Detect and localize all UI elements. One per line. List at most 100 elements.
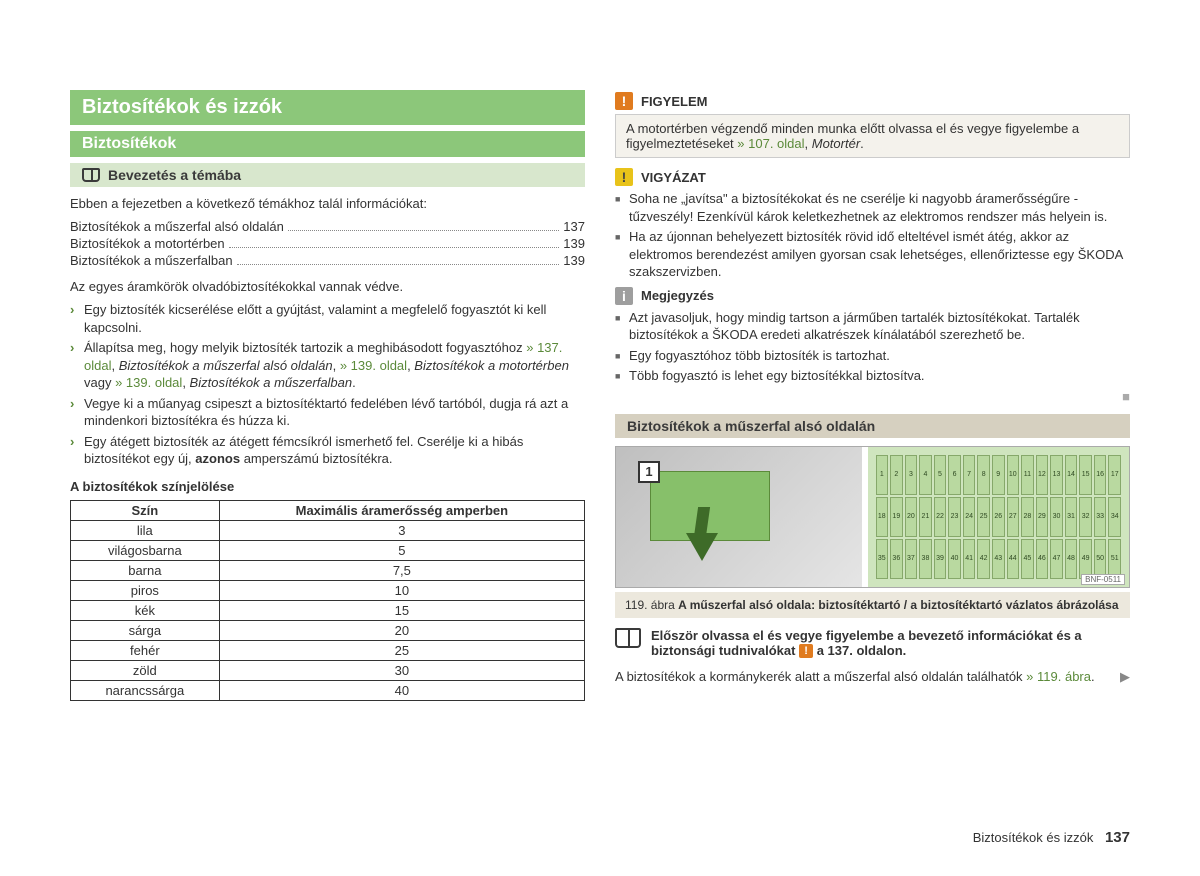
end-square-icon: ■ <box>1122 389 1130 404</box>
table-row: piros10 <box>71 580 585 600</box>
fuse-cell: 30 <box>1050 497 1063 537</box>
fuse-cell: 38 <box>919 539 932 579</box>
fuse-cell: 1 <box>876 455 889 495</box>
inline-warning-icon: ! <box>799 644 813 658</box>
fuse-cell: 12 <box>1036 455 1049 495</box>
figure-diagram-panel: 1234567891011121314151617181920212223242… <box>868 447 1130 587</box>
cell-amp: 40 <box>219 680 584 700</box>
fuse-number-grid: 1234567891011121314151617181920212223242… <box>876 455 1122 579</box>
fuse-cell: 4 <box>919 455 932 495</box>
table-row: zöld30 <box>71 660 585 680</box>
fuse-cell: 29 <box>1036 497 1049 537</box>
read-first-block: Először olvassa el és vegye figyelembe a… <box>615 628 1130 659</box>
fuse-cell: 8 <box>977 455 990 495</box>
fuse-cell: 36 <box>890 539 903 579</box>
fuse-cell: 45 <box>1021 539 1034 579</box>
chapter-title: Biztosítékok és izzók <box>70 90 585 125</box>
toc-list: Biztosítékok a műszerfal alsó oldalán137… <box>70 219 585 268</box>
fuse-cell: 40 <box>948 539 961 579</box>
cell-amp: 20 <box>219 620 584 640</box>
fuse-cell: 20 <box>905 497 918 537</box>
bottom-text: A biztosítékok a kormánykerék alatt a mű… <box>615 668 1130 686</box>
toc-label: Biztosítékok a műszerfalban <box>70 253 233 268</box>
fuse-cell: 37 <box>905 539 918 579</box>
fuse-cell: 42 <box>977 539 990 579</box>
cell-color: piros <box>71 580 220 600</box>
cell-color: zöld <box>71 660 220 680</box>
left-column: Biztosítékok és izzók Biztosítékok Bevez… <box>70 90 585 701</box>
cell-amp: 25 <box>219 640 584 660</box>
table-row: narancssárga40 <box>71 680 585 700</box>
book-icon <box>615 628 641 648</box>
fuse-cell: 49 <box>1079 539 1092 579</box>
cell-color: narancssárga <box>71 680 220 700</box>
caption-bold: A műszerfal alsó oldala: biztosítéktartó… <box>678 598 1118 612</box>
fuse-cell: 13 <box>1050 455 1063 495</box>
table-row: barna7,5 <box>71 560 585 580</box>
th-amp: Maximális áramerősség amperben <box>219 500 584 520</box>
fuse-cell: 21 <box>919 497 932 537</box>
fuse-color-table: Szín Maximális áramerősség amperben lila… <box>70 500 585 701</box>
color-table-title: A biztosítékok színjelölése <box>70 478 585 496</box>
cell-amp: 5 <box>219 540 584 560</box>
cell-amp: 7,5 <box>219 560 584 580</box>
warning-icon: ! <box>615 92 633 110</box>
fuse-cell: 7 <box>963 455 976 495</box>
fuse-cell: 3 <box>905 455 918 495</box>
warning-tail: . <box>860 136 864 151</box>
toc-dots <box>237 264 560 265</box>
page-footer: Biztosítékok és izzók 137 <box>973 829 1130 846</box>
intro-heading-text: Bevezetés a témába <box>108 167 241 183</box>
page-two-column: Biztosítékok és izzók Biztosítékok Bevez… <box>70 90 1130 701</box>
warning-header: ! FIGYELEM <box>615 92 1130 110</box>
list-item: Azt javasoljuk, hogy mindig tartson a já… <box>629 309 1130 344</box>
cell-color: lila <box>71 520 220 540</box>
bottom-link: » 119. ábra <box>1026 669 1091 684</box>
fuse-cell: 11 <box>1021 455 1034 495</box>
cell-amp: 15 <box>219 600 584 620</box>
warning-title: FIGYELEM <box>641 94 707 109</box>
note-icon: i <box>615 287 633 305</box>
continue-triangle-icon: ▶ <box>1120 668 1130 686</box>
bottom-tail: . <box>1091 669 1095 684</box>
fuse-holder-illustration <box>650 471 770 541</box>
fuse-cell: 47 <box>1050 539 1063 579</box>
fuse-cell: 9 <box>992 455 1005 495</box>
fuse-cell: 19 <box>890 497 903 537</box>
toc-dots <box>288 230 559 231</box>
bottom-text-pre: A biztosítékok a kormánykerék alatt a mű… <box>615 669 1026 684</box>
figure-119: 1 12345678910111213141516171819202122232… <box>615 446 1130 588</box>
note-title: Megjegyzés <box>641 288 714 303</box>
list-item: Ha az újonnan behelyezett biztosíték röv… <box>629 228 1130 281</box>
fuse-cell: 44 <box>1007 539 1020 579</box>
fuse-cell: 14 <box>1065 455 1078 495</box>
cell-color: sárga <box>71 620 220 640</box>
footer-section: Biztosítékok és izzók <box>973 830 1094 845</box>
fuse-cell: 27 <box>1007 497 1020 537</box>
figure-ref-tag: BNF-0511 <box>1081 574 1125 585</box>
th-color: Szín <box>71 500 220 520</box>
fuse-cell: 43 <box>992 539 1005 579</box>
instruction-bullets: Egy biztosíték kicserélése előtt a gyújt… <box>70 301 585 468</box>
fuse-cell: 2 <box>890 455 903 495</box>
book-icon <box>82 168 100 182</box>
fuse-cell: 31 <box>1065 497 1078 537</box>
fuse-cell: 35 <box>876 539 889 579</box>
toc-page: 137 <box>563 219 585 234</box>
arrow-down-icon <box>686 533 718 561</box>
instruction-item: Vegye ki a műanyag csipeszt a biztosíték… <box>84 395 585 430</box>
fuse-cell: 28 <box>1021 497 1034 537</box>
list-item: Soha ne „javítsa" a biztosítékokat és ne… <box>629 190 1130 225</box>
footer-page-number: 137 <box>1105 829 1130 846</box>
fuse-cell: 33 <box>1094 497 1107 537</box>
toc-label: Biztosítékok a motortérben <box>70 236 225 251</box>
table-row: lila3 <box>71 520 585 540</box>
fuse-cell: 51 <box>1108 539 1121 579</box>
fuse-cell: 24 <box>963 497 976 537</box>
list-item: Több fogyasztó is lehet egy biztosítékka… <box>629 367 1130 385</box>
toc-row: Biztosítékok a műszerfalban139 <box>70 253 585 268</box>
instruction-item: Egy biztosíték kicserélése előtt a gyújt… <box>84 301 585 336</box>
section-title: Biztosítékok <box>70 131 585 157</box>
warning-text-post: , <box>805 136 812 151</box>
fuse-cell: 5 <box>934 455 947 495</box>
